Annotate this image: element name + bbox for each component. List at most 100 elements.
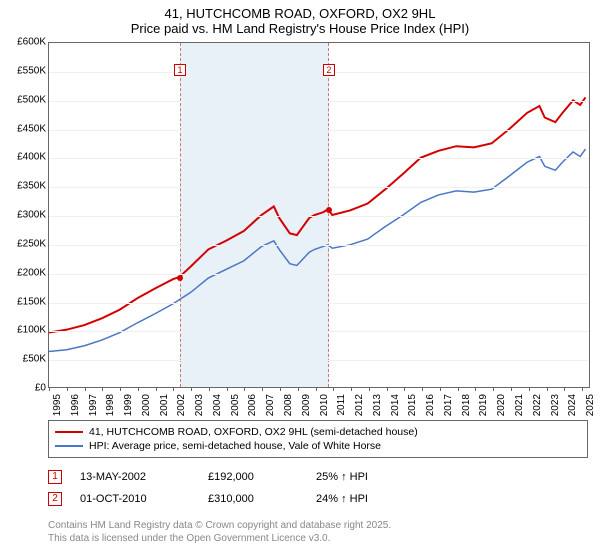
price-events: 1 13-MAY-2002 £192,000 25% ↑ HPI 2 01-OCT-201… — [48, 466, 588, 510]
x-tick — [564, 387, 565, 391]
x-tick-label: 2010 — [319, 394, 337, 416]
price-marker-label: 2 — [323, 64, 335, 76]
chart-lines — [49, 43, 589, 387]
legend-label: 41, HUTCHCOMB ROAD, OXFORD, OX2 9HL (sem… — [89, 426, 418, 438]
y-tick-label: £350K — [6, 181, 46, 192]
x-tick — [227, 387, 228, 391]
x-tick-label: 1998 — [105, 394, 123, 416]
y-tick-label: £500K — [6, 94, 46, 105]
x-tick — [582, 387, 583, 391]
legend: 41, HUTCHCOMB ROAD, OXFORD, OX2 9HL (sem… — [48, 420, 588, 458]
event-row: 2 01-OCT-2010 £310,000 24% ↑ HPI — [48, 488, 588, 510]
y-tick-label: £400K — [6, 152, 46, 163]
x-tick-label: 1999 — [123, 394, 141, 416]
legend-row: HPI: Average price, semi-detached house,… — [55, 439, 581, 453]
x-tick — [529, 387, 530, 391]
x-tick-label: 2005 — [230, 394, 248, 416]
x-tick-label: 2021 — [514, 394, 532, 416]
y-tick-label: £100K — [6, 325, 46, 336]
x-tick — [440, 387, 441, 391]
y-tick-label: £450K — [6, 123, 46, 134]
footnote: Contains HM Land Registry data © Crown c… — [48, 520, 588, 545]
x-tick — [67, 387, 68, 391]
title-line2: Price paid vs. HM Land Registry's House … — [0, 21, 600, 36]
footnote-line2: This data is licensed under the Open Gov… — [48, 533, 588, 546]
x-tick — [387, 387, 388, 391]
x-tick — [173, 387, 174, 391]
event-delta: 25% ↑ HPI — [316, 471, 426, 483]
legend-swatch — [55, 445, 83, 447]
series-line — [49, 97, 585, 332]
x-tick-label: 2019 — [478, 394, 496, 416]
y-tick-label: £250K — [6, 238, 46, 249]
x-tick — [138, 387, 139, 391]
x-tick — [262, 387, 263, 391]
x-tick — [209, 387, 210, 391]
y-tick-label: £150K — [6, 296, 46, 307]
price-marker-dot — [326, 207, 332, 213]
x-tick-label: 2012 — [354, 394, 372, 416]
x-tick — [85, 387, 86, 391]
x-tick — [422, 387, 423, 391]
x-tick-label: 1997 — [88, 394, 106, 416]
x-tick-label: 2015 — [407, 394, 425, 416]
x-tick-label: 2022 — [532, 394, 550, 416]
legend-swatch — [55, 431, 83, 433]
x-tick-label: 2014 — [390, 394, 408, 416]
x-tick-label: 2011 — [336, 394, 354, 416]
event-price: £310,000 — [208, 493, 298, 505]
y-tick-label: £50K — [6, 354, 46, 365]
x-tick — [156, 387, 157, 391]
x-tick-label: 2018 — [461, 394, 479, 416]
footnote-line1: Contains HM Land Registry data © Crown c… — [48, 520, 588, 533]
legend-row: 41, HUTCHCOMB ROAD, OXFORD, OX2 9HL (sem… — [55, 425, 581, 439]
x-tick-label: 1995 — [52, 394, 70, 416]
title-line1: 41, HUTCHCOMB ROAD, OXFORD, OX2 9HL — [0, 6, 600, 21]
x-tick — [102, 387, 103, 391]
x-tick-label: 2000 — [141, 394, 159, 416]
legend-label: HPI: Average price, semi-detached house,… — [89, 440, 381, 452]
event-delta: 24% ↑ HPI — [316, 493, 426, 505]
x-tick — [351, 387, 352, 391]
y-tick-label: £0 — [6, 383, 46, 394]
x-tick-label: 2007 — [265, 394, 283, 416]
x-tick — [547, 387, 548, 391]
event-date: 01-OCT-2010 — [80, 493, 190, 505]
x-tick — [316, 387, 317, 391]
x-tick — [458, 387, 459, 391]
event-price: £192,000 — [208, 471, 298, 483]
x-tick-label: 2003 — [194, 394, 212, 416]
chart-title: 41, HUTCHCOMB ROAD, OXFORD, OX2 9HL Pric… — [0, 0, 600, 38]
event-marker: 2 — [48, 492, 62, 506]
x-tick — [333, 387, 334, 391]
x-tick-label: 2020 — [496, 394, 514, 416]
plot-area: 12 — [48, 42, 590, 388]
event-row: 1 13-MAY-2002 £192,000 25% ↑ HPI — [48, 466, 588, 488]
y-tick-label: £200K — [6, 267, 46, 278]
x-tick — [120, 387, 121, 391]
event-date: 13-MAY-2002 — [80, 471, 190, 483]
x-tick-label: 2002 — [176, 394, 194, 416]
x-tick-label: 2023 — [550, 394, 568, 416]
x-tick — [511, 387, 512, 391]
event-marker: 1 — [48, 470, 62, 484]
price-marker-label: 1 — [174, 64, 186, 76]
x-tick-label: 2025 — [585, 394, 600, 416]
x-tick-label: 2001 — [159, 394, 177, 416]
y-tick-label: £300K — [6, 210, 46, 221]
price-marker-dot — [177, 275, 183, 281]
x-tick-label: 2004 — [212, 394, 230, 416]
chart: 12 £0£50K£100K£150K£200K£250K£300K£350K£… — [6, 42, 594, 412]
x-tick — [493, 387, 494, 391]
x-tick — [49, 387, 50, 391]
y-tick-label: £600K — [6, 37, 46, 48]
x-tick — [244, 387, 245, 391]
x-tick — [191, 387, 192, 391]
x-tick-label: 2006 — [247, 394, 265, 416]
x-tick — [280, 387, 281, 391]
x-tick-label: 2016 — [425, 394, 443, 416]
x-tick-label: 2013 — [372, 394, 390, 416]
x-tick-label: 2017 — [443, 394, 461, 416]
x-tick-label: 1996 — [70, 394, 88, 416]
x-tick-label: 2008 — [283, 394, 301, 416]
